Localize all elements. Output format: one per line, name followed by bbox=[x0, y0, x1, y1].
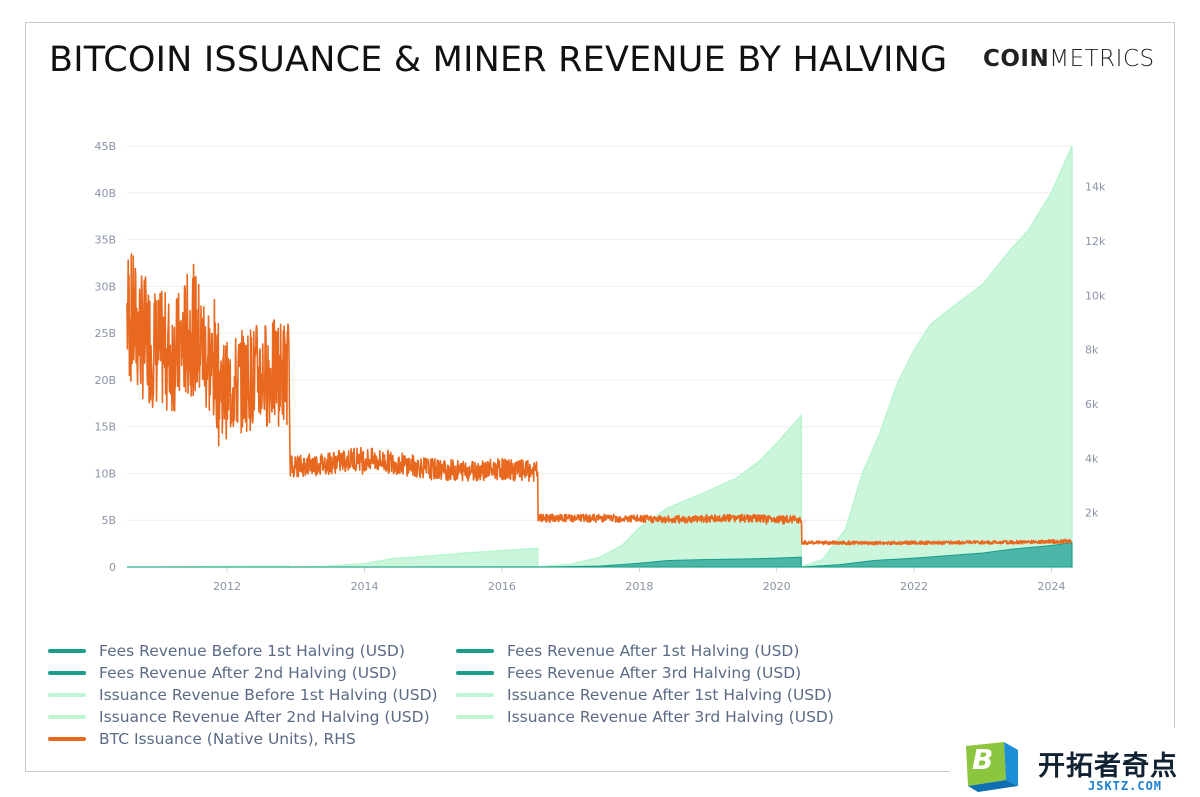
y-left-tick-label: 15B bbox=[94, 421, 116, 434]
legend-item[interactable]: Fees Revenue After 2nd Halving (USD) bbox=[48, 662, 456, 684]
legend-label: BTC Issuance (Native Units), RHS bbox=[99, 730, 356, 748]
legend-item[interactable]: BTC Issuance (Native Units), RHS bbox=[48, 728, 456, 750]
area-issuance-revenue-after-3rd-halving-usd bbox=[801, 145, 1073, 568]
legend-swatch bbox=[456, 693, 494, 697]
legend-item[interactable]: Issuance Revenue Before 1st Halving (USD… bbox=[48, 684, 456, 706]
y-left-tick-label: 45B bbox=[94, 140, 116, 153]
cube-logo-icon bbox=[966, 742, 1018, 792]
legend-swatch bbox=[48, 737, 86, 741]
legend-swatch bbox=[456, 671, 494, 675]
y-left-tick-label: 25B bbox=[94, 327, 116, 340]
line-btc-issuance bbox=[126, 253, 1073, 546]
legend-label: Issuance Revenue After 1st Halving (USD) bbox=[507, 686, 833, 704]
legend-item[interactable]: Issuance Revenue After 2nd Halving (USD) bbox=[48, 706, 456, 728]
badge-chinese-text: 开拓者奇点 bbox=[1038, 751, 1178, 782]
y-right-tick-label: 12k bbox=[1085, 235, 1106, 248]
legend-label: Issuance Revenue After 2nd Halving (USD) bbox=[99, 708, 430, 726]
y-right-tick-label: 4k bbox=[1085, 452, 1099, 465]
x-tick-label: 2020 bbox=[763, 580, 791, 593]
legend-item[interactable]: Fees Revenue Before 1st Halving (USD) bbox=[48, 640, 456, 662]
badge-url: JSKTZ.COM bbox=[1088, 779, 1163, 793]
y-left-tick-label: 20B bbox=[94, 374, 116, 387]
chart-legend: Fees Revenue Before 1st Halving (USD) Fee… bbox=[48, 640, 908, 750]
chart-title: BITCOIN ISSUANCE & MINER REVENUE BY HALV… bbox=[49, 40, 948, 80]
area-issuance-revenue-after-2nd-halving-usd bbox=[537, 413, 803, 568]
legend-swatch bbox=[48, 671, 86, 675]
badge-letter: B bbox=[972, 743, 994, 776]
legend-item[interactable]: Fees Revenue After 1st Halving (USD) bbox=[456, 640, 876, 662]
cm-watermark-icon bbox=[961, 451, 984, 535]
legend-item[interactable]: Issuance Revenue After 3rd Halving (USD) bbox=[456, 706, 876, 728]
area-issuance-revenue-after-1st-halving-usd bbox=[289, 547, 539, 568]
x-tick-label: 2018 bbox=[625, 580, 653, 593]
y-left-tick-label: 5B bbox=[101, 514, 116, 527]
y-right-tick-label: 6k bbox=[1085, 398, 1099, 411]
legend-label: Fees Revenue After 3rd Halving (USD) bbox=[507, 664, 802, 682]
y-right-tick-label: 10k bbox=[1085, 289, 1106, 302]
watermark-badge: B 开拓者奇点 JSKTZ.COM bbox=[950, 728, 1200, 797]
y-left-tick-label: 0 bbox=[109, 561, 116, 574]
legend-label: Fees Revenue After 2nd Halving (USD) bbox=[99, 664, 397, 682]
legend-swatch bbox=[48, 715, 86, 719]
legend-label: Fees Revenue After 1st Halving (USD) bbox=[507, 642, 800, 660]
legend-swatch bbox=[48, 693, 86, 697]
x-tick-label: 2016 bbox=[488, 580, 516, 593]
legend-label: Issuance Revenue After 3rd Halving (USD) bbox=[507, 708, 834, 726]
legend-swatch bbox=[456, 715, 494, 719]
x-tick-label: 2014 bbox=[351, 580, 379, 593]
x-tick-label: 2022 bbox=[900, 580, 928, 593]
coinmetrics-logo: COINMETRICS bbox=[983, 46, 1155, 72]
legend-label: Fees Revenue Before 1st Halving (USD) bbox=[99, 642, 405, 660]
legend-swatch bbox=[48, 649, 86, 653]
x-tick-label: 2024 bbox=[1037, 580, 1065, 593]
area-fees-revenue-after-2nd-halving-usd bbox=[537, 556, 802, 568]
y-right-tick-label: 8k bbox=[1085, 344, 1099, 357]
y-right-tick-label: 2k bbox=[1085, 507, 1099, 520]
y-left-tick-label: 10B bbox=[94, 467, 116, 480]
legend-item[interactable]: Fees Revenue After 3rd Halving (USD) bbox=[456, 662, 876, 684]
area-fees-revenue-after-3rd-halving-usd bbox=[801, 542, 1073, 568]
logo-light-text: METRICS bbox=[1049, 46, 1155, 72]
y-left-tick-label: 30B bbox=[94, 280, 116, 293]
legend-swatch bbox=[456, 649, 494, 653]
legend-item[interactable]: Issuance Revenue After 1st Halving (USD) bbox=[456, 684, 876, 706]
logo-bold-text: COIN bbox=[983, 46, 1050, 72]
y-right-tick-label: 14k bbox=[1085, 181, 1106, 194]
y-left-tick-label: 35B bbox=[94, 234, 116, 247]
legend-label: Issuance Revenue Before 1st Halving (USD… bbox=[99, 686, 438, 704]
y-left-tick-label: 40B bbox=[94, 187, 116, 200]
x-tick-label: 2012 bbox=[213, 580, 241, 593]
